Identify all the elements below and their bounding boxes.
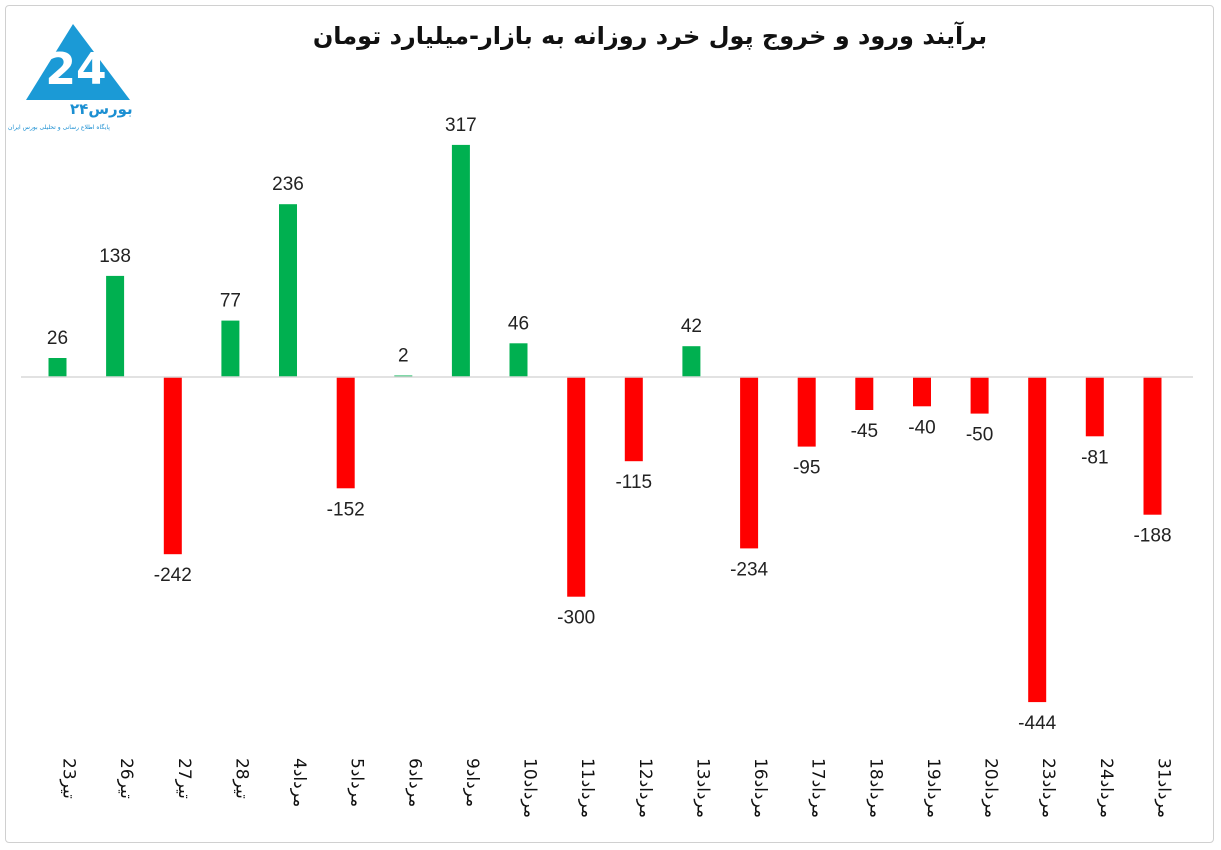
category-label-0: 23تیر [59, 758, 79, 799]
data-label-2: -242 [154, 565, 192, 586]
bar-11 [682, 346, 701, 377]
data-labels-group: 26 138 -242 77 236 -152 2 317 46 -300 -115 42 -234 -9… [47, 115, 1172, 734]
category-label-9: 11مرداد [577, 758, 597, 818]
bar-0 [48, 358, 67, 377]
bar-17 [1028, 377, 1047, 703]
category-label-14: 18مرداد [865, 758, 885, 818]
logo-name: بورس۲۴ [70, 100, 133, 118]
bar-16 [970, 377, 989, 414]
bar-7 [451, 144, 470, 377]
bar-8 [509, 343, 528, 377]
bar-4 [279, 204, 297, 377]
category-label-8: 10مرداد [520, 758, 540, 818]
bourse24-logo: 24 [18, 22, 158, 140]
category-label-13: 17مرداد [808, 758, 828, 818]
bar-14 [855, 377, 874, 410]
chart-frame [5, 5, 1214, 843]
logo-mark-text: 24 [45, 44, 106, 95]
logo-mark-icon: 24 [26, 24, 130, 100]
data-label-16: -50 [966, 425, 993, 446]
data-label-1: 138 [99, 246, 131, 267]
bars-group [48, 144, 1162, 703]
category-label-4: 4مرداد [289, 758, 309, 807]
category-label-16: 20مرداد [981, 758, 1001, 818]
category-label-5: 5مرداد [347, 758, 367, 807]
chart-title: برآیند ورود و خروج پول خرد روزانه به باز… [312, 22, 988, 50]
data-label-18: -81 [1081, 447, 1108, 468]
data-label-4: 236 [272, 174, 304, 195]
data-label-10: -115 [615, 472, 652, 493]
bar-1 [106, 275, 125, 377]
bar-15 [913, 377, 931, 407]
category-label-3: 28تیر [231, 758, 251, 799]
bar-5 [336, 377, 355, 489]
bar-9 [567, 377, 586, 597]
data-label-12: -234 [730, 559, 768, 580]
category-label-6: 6مرداد [404, 758, 424, 807]
data-label-17: -444 [1018, 713, 1056, 734]
category-label-10: 12مرداد [635, 758, 655, 818]
data-label-7: 317 [445, 115, 477, 136]
data-label-19: -188 [1133, 526, 1171, 547]
category-label-15: 19مرداد [923, 758, 943, 818]
bar-10 [624, 377, 643, 462]
logo-subtitle: پایگاه اطلاع رسانی و تحلیلی بورس ایران [8, 124, 110, 131]
bar-13 [797, 377, 816, 447]
data-label-3: 77 [220, 291, 241, 312]
data-label-15: -40 [908, 417, 935, 438]
category-label-18: 24مرداد [1096, 758, 1116, 818]
bar-2 [163, 377, 182, 555]
category-label-7: 9مرداد [462, 758, 482, 807]
bar-3 [221, 320, 240, 377]
data-label-0: 26 [47, 328, 68, 349]
category-label-17: 23مرداد [1038, 758, 1058, 818]
category-label-11: 13مرداد [692, 758, 712, 818]
bar-18 [1085, 377, 1104, 437]
data-label-8: 46 [508, 313, 529, 334]
data-label-11: 42 [681, 316, 702, 337]
data-label-9: -300 [557, 608, 595, 629]
category-label-19: 31مرداد [1154, 758, 1174, 818]
category-label-1: 26تیر [116, 758, 136, 799]
category-label-2: 27تیر [174, 758, 194, 799]
data-label-5: -152 [327, 499, 365, 520]
bar-12 [740, 377, 759, 549]
data-label-13: -95 [793, 458, 820, 479]
data-label-14: -45 [851, 421, 878, 442]
data-label-6: 2 [398, 346, 409, 367]
category-label-12: 16مرداد [750, 758, 770, 818]
bar-19 [1143, 377, 1162, 515]
category-labels-group: 23تیر 26تیر 27تیر 28تیر 4مرداد 5مرداد 6مرداد 9م… [59, 758, 1174, 818]
